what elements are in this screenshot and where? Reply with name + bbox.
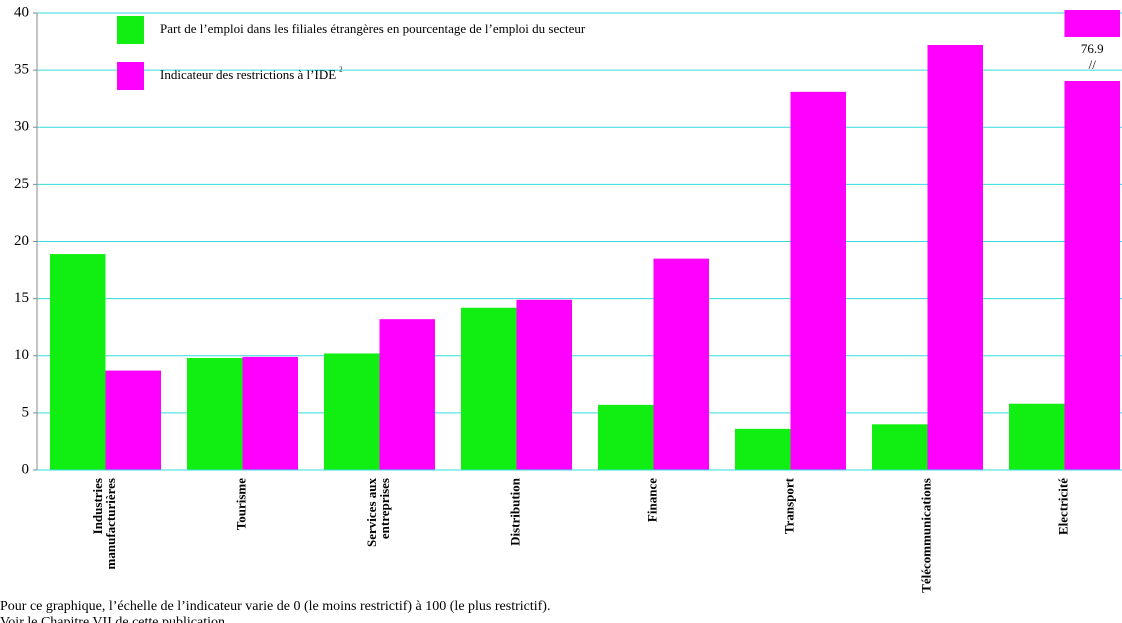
bar — [50, 254, 106, 470]
x-tick-label: entreprises — [377, 478, 392, 539]
x-tick-label: Tourisme — [233, 478, 248, 530]
x-tick-label: Industries — [90, 478, 105, 534]
legend-label: Part de l’emploi dans les filiales étran… — [160, 21, 586, 36]
note: Pour ce graphique, l’échelle de l’indica… — [0, 599, 550, 614]
y-tick-label: 20 — [14, 233, 29, 249]
x-tick-label: Electricité — [1055, 478, 1070, 535]
y-tick-label: 25 — [14, 176, 29, 192]
break-mark: // — [1089, 57, 1097, 72]
bar — [242, 356, 298, 470]
bar — [790, 91, 846, 471]
bar — [735, 428, 791, 470]
y-tick-label: 10 — [14, 347, 29, 363]
note: Voir le Chapitre VII de cette publicatio… — [0, 615, 228, 623]
x-tick-label: Distribution — [507, 477, 522, 546]
x-tick-label: manufacturières — [103, 478, 118, 569]
y-tick-label: 40 — [14, 4, 29, 20]
y-tick-label: 5 — [22, 404, 30, 420]
y-tick-label: 15 — [14, 290, 29, 306]
x-tick-label: Télécommunications — [918, 478, 933, 593]
bar — [461, 307, 517, 470]
x-tick-label: Finance — [644, 478, 659, 522]
y-tick-label: 0 — [22, 461, 30, 477]
legend-swatch — [117, 16, 144, 44]
value-label: 76.9 — [1081, 41, 1104, 56]
bar — [872, 424, 928, 470]
bar — [516, 299, 572, 470]
bar — [1009, 403, 1065, 470]
bar — [324, 353, 380, 470]
legend-swatch — [117, 62, 144, 90]
bar — [927, 44, 983, 471]
x-tick-label: Services aux — [364, 478, 379, 547]
x-tick-label: Transport — [781, 477, 796, 534]
y-tick-label: 30 — [14, 119, 29, 135]
legend-label: Indicateur des restrictions à l’IDE — [160, 67, 336, 82]
bar — [1064, 81, 1120, 470]
bar — [653, 258, 709, 470]
bar — [187, 358, 243, 470]
bar — [379, 319, 435, 470]
bar — [598, 404, 654, 470]
bar — [105, 370, 161, 470]
y-tick-label: 35 — [14, 62, 29, 78]
legend-footnote: 2 — [339, 66, 343, 74]
bar-top — [1064, 10, 1120, 37]
